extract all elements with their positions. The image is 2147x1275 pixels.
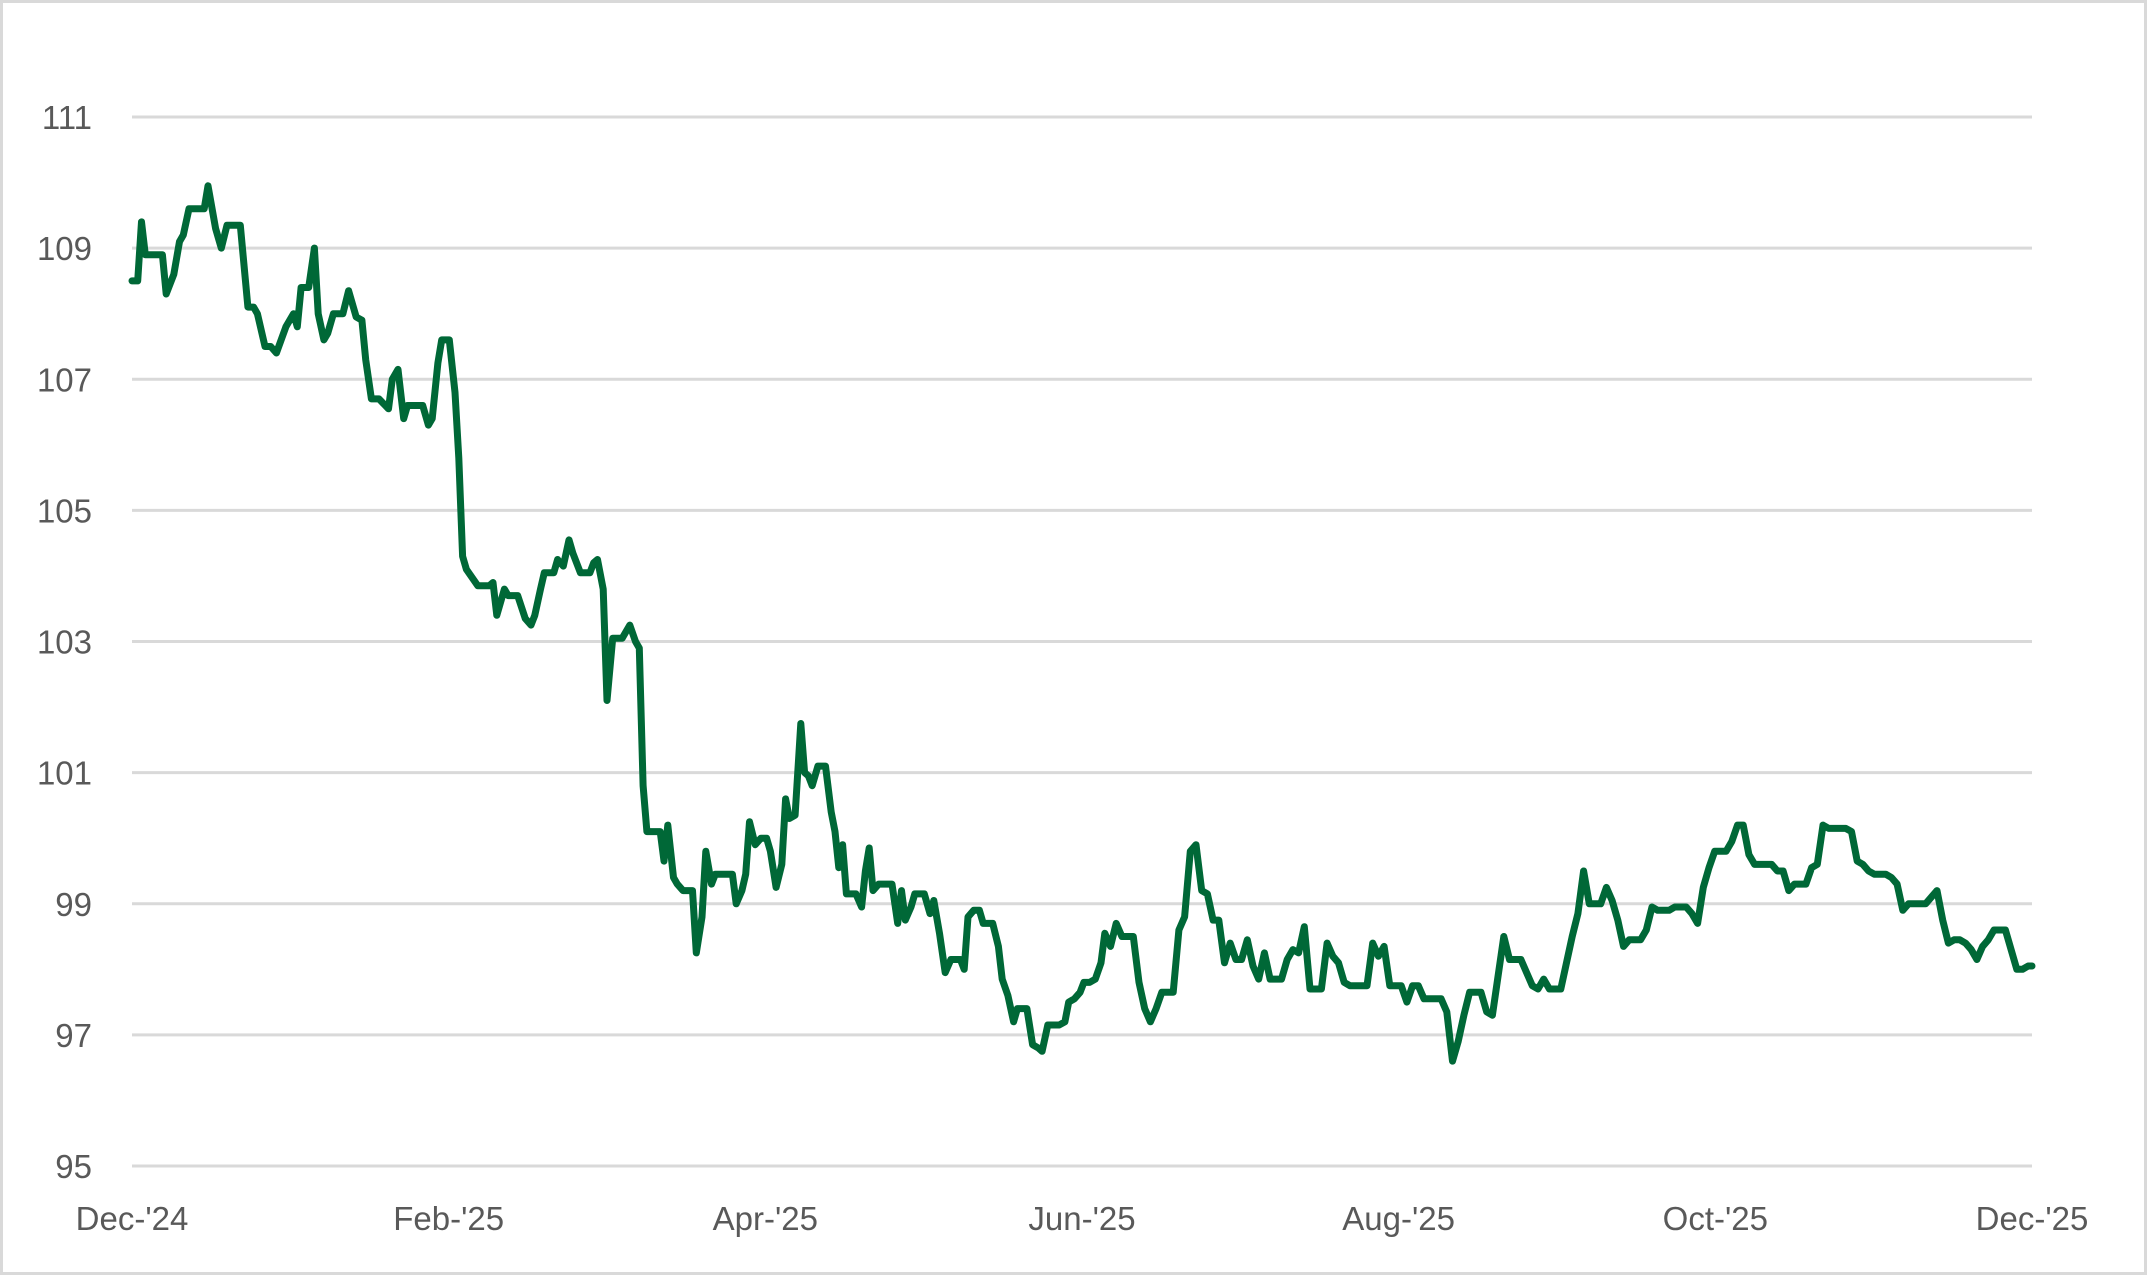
y-axis-labels: 95 97 99 101 103 105 107 109 111 [37,99,92,1185]
x-tick-label: Aug-'25 [1342,1200,1455,1237]
x-tick-label: Dec-'24 [76,1200,189,1237]
y-tick-label: 105 [37,492,92,529]
y-tick-label: 101 [37,755,92,792]
x-axis-labels: Dec-'24 Feb-'25 Apr-'25 Jun-'25 Aug-'25 Oct-'… [76,1200,2089,1237]
x-tick-label: Feb-'25 [393,1200,504,1237]
x-tick-label: Oct-'25 [1663,1200,1768,1237]
x-tick-label: Dec-'25 [1976,1200,2089,1237]
y-tick-label: 97 [55,1017,92,1054]
y-tick-label: 107 [37,361,92,398]
y-tick-label: 109 [37,230,92,267]
x-tick-label: Jun-'25 [1028,1200,1135,1237]
gridlines [132,115,2032,1168]
y-tick-label: 111 [42,99,92,136]
y-tick-label: 99 [55,886,92,923]
y-tick-label: 95 [55,1148,92,1185]
x-tick-label: Apr-'25 [713,1200,818,1237]
series-line [128,182,2036,1065]
y-tick-label: 103 [37,624,92,661]
